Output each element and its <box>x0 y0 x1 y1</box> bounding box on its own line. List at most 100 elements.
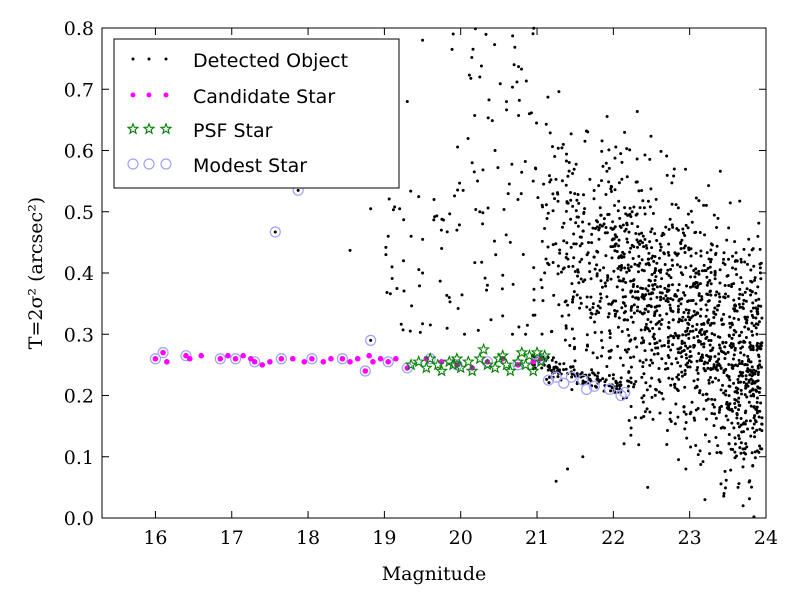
detected-object-point <box>686 315 690 319</box>
detected-object-point <box>665 288 669 292</box>
detected-object-point <box>639 328 643 332</box>
detected-object-point <box>664 361 668 365</box>
detected-object-point <box>709 257 713 261</box>
detected-object-point <box>737 341 741 345</box>
detected-object-point <box>672 167 676 171</box>
detected-object-point <box>730 323 734 327</box>
detected-object-point <box>741 302 745 306</box>
detected-object-point <box>737 381 741 384</box>
detected-object-point <box>681 273 685 277</box>
detected-object-point <box>610 301 614 305</box>
detected-object-point <box>605 169 609 173</box>
detected-object-point <box>656 321 660 325</box>
detected-object-point <box>500 287 504 291</box>
detected-object-point <box>709 282 713 286</box>
detected-object-point <box>629 356 633 360</box>
detected-object-point <box>725 400 729 404</box>
detected-object-point <box>740 281 744 285</box>
detected-object-point <box>597 237 601 241</box>
detected-object-point <box>615 250 619 254</box>
detected-object-point <box>667 283 671 287</box>
detected-object-point <box>540 332 544 336</box>
detected-object-point <box>578 244 582 248</box>
detected-object-point <box>666 335 670 339</box>
detected-object-point <box>643 212 647 216</box>
detected-object-point <box>692 336 696 340</box>
detected-object-point <box>572 337 576 341</box>
detected-object-point <box>624 281 628 285</box>
detected-object-point <box>608 336 612 340</box>
detected-object-point <box>607 356 611 360</box>
detected-object-point <box>510 85 514 89</box>
detected-object-point <box>682 410 686 414</box>
detected-object-point <box>683 293 687 297</box>
detected-object-point <box>619 152 623 156</box>
detected-object-point <box>757 221 761 225</box>
detected-object-point <box>669 334 673 338</box>
detected-object-point <box>561 142 565 146</box>
detected-object-point <box>733 348 737 352</box>
detected-object-point <box>746 427 750 431</box>
detected-object-point <box>470 55 474 59</box>
detected-object-point <box>629 433 633 437</box>
detected-object-point <box>696 406 700 410</box>
legend-marker <box>142 122 156 135</box>
detected-object-point <box>629 279 633 283</box>
detected-object-point <box>630 243 634 247</box>
detected-object-point <box>663 262 667 266</box>
plot-frame <box>101 27 767 519</box>
detected-object-point <box>625 350 629 354</box>
detected-object-point <box>646 317 650 321</box>
detected-object-point <box>649 292 653 296</box>
candidate-star-series <box>152 349 544 374</box>
modest-star-point <box>581 383 593 395</box>
detected-object-point <box>395 287 399 291</box>
detected-object-point <box>721 383 725 387</box>
y-tick-label: 0.4 <box>64 263 94 285</box>
detected-object-point <box>669 383 673 387</box>
detected-object-point <box>713 277 717 281</box>
detected-object-point <box>627 269 631 273</box>
detected-object-point <box>666 367 670 371</box>
detected-object-point <box>574 221 578 225</box>
detected-object-point <box>572 347 576 351</box>
detected-object-point <box>752 422 756 426</box>
detected-object-point <box>748 479 752 483</box>
detected-object-point <box>585 333 589 337</box>
psf-star-point <box>530 345 544 359</box>
detected-object-point <box>683 250 687 254</box>
detected-object-point <box>739 276 743 280</box>
detected-object-point <box>587 240 591 244</box>
detected-object-point <box>621 223 625 227</box>
detected-object-point <box>587 373 591 377</box>
detected-object-point <box>617 238 621 242</box>
detected-object-point <box>739 257 743 261</box>
detected-object-point <box>636 290 640 294</box>
detected-object-point <box>685 329 689 333</box>
detected-object-point <box>595 356 599 360</box>
detected-object-point <box>751 463 755 467</box>
detected-object-point <box>679 240 683 244</box>
detected-object-point <box>731 366 735 370</box>
detected-object-point <box>600 139 604 143</box>
detected-object-point <box>667 339 671 343</box>
legend: Detected Object Candidate Star PSF Star Mod… <box>113 38 400 189</box>
detected-object-point <box>702 263 706 267</box>
detected-object-point <box>756 285 760 289</box>
detected-object-point <box>635 109 639 113</box>
detected-object-point <box>714 293 718 297</box>
detected-object-point <box>675 294 679 298</box>
detected-object-point <box>694 328 698 332</box>
detected-object-point <box>619 356 623 360</box>
detected-object-point <box>645 407 649 411</box>
detected-object-point <box>544 203 548 207</box>
detected-object-point <box>751 301 755 305</box>
detected-object-point <box>629 380 633 384</box>
detected-object-point <box>747 237 751 241</box>
detected-object-point <box>450 47 454 51</box>
detected-object-point <box>638 310 642 314</box>
legend-marker <box>130 92 136 98</box>
detected-object-point <box>573 270 577 274</box>
modest-star-point <box>229 353 242 365</box>
detected-object-point <box>728 325 732 329</box>
